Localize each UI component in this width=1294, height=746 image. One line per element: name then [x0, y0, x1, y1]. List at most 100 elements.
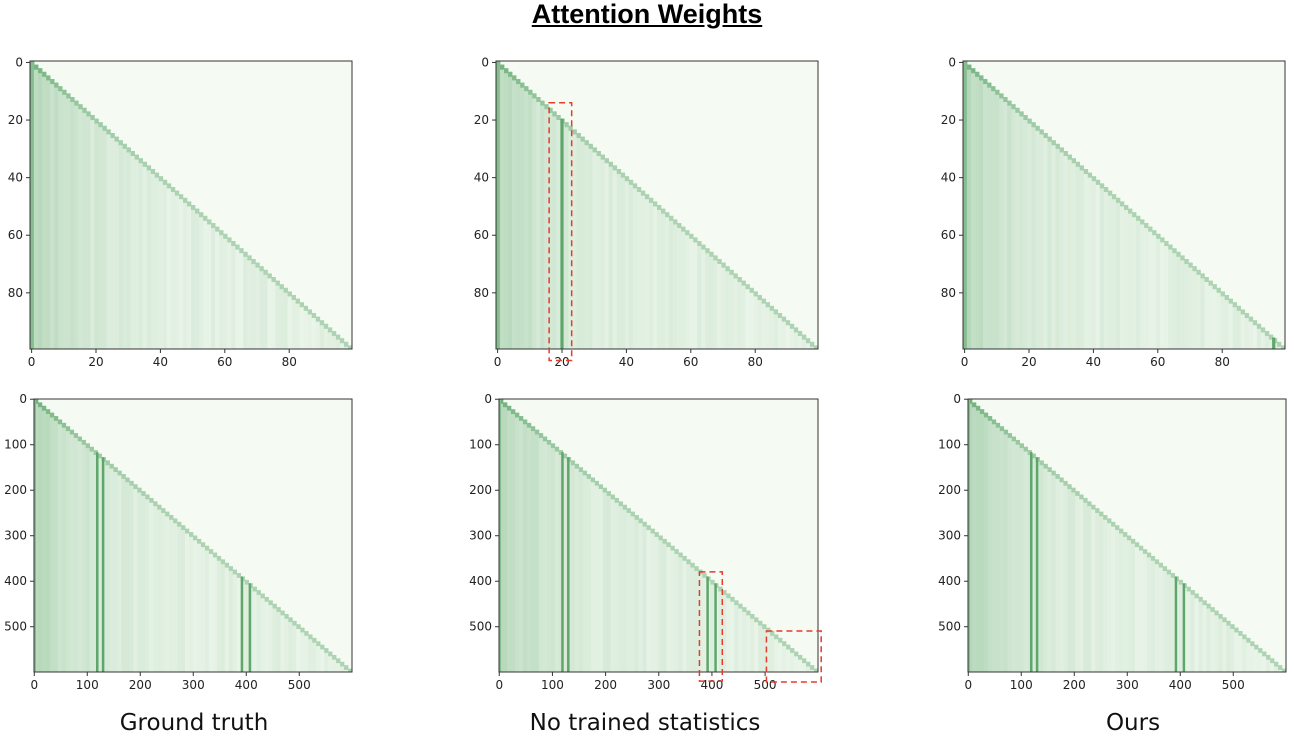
- heatmap-cell: [90, 115, 95, 349]
- figure-title: Attention Weights: [531, 0, 763, 29]
- heatmap-cell: [1196, 269, 1201, 349]
- heatmap-diagonal-cell: [1031, 122, 1036, 128]
- heatmap-diagonal-cell: [793, 327, 799, 333]
- heatmap-cell: [616, 169, 622, 349]
- heatmap-cell: [713, 255, 718, 349]
- heatmap-diagonal-cell: [339, 338, 345, 344]
- heatmap-diagonal-cell: [765, 302, 770, 308]
- heatmap-diagonal-cell: [971, 402, 977, 408]
- heatmap-diagonal-cell: [1246, 637, 1251, 643]
- y-tick-label: 400: [469, 574, 492, 588]
- heatmap-diagonal-cell: [1170, 573, 1175, 578]
- heatmap-cell: [268, 600, 273, 672]
- heatmap-diagonal-cell: [211, 223, 216, 229]
- y-tick-label: 0: [481, 55, 489, 69]
- x-tick-label: 0: [495, 678, 503, 692]
- heatmap-cell: [109, 463, 114, 672]
- heatmap-cell: [1123, 532, 1128, 672]
- heatmap-diagonal-cell: [596, 151, 601, 157]
- heatmap-cell: [640, 190, 646, 349]
- x-tick-label: 0: [28, 355, 36, 369]
- heatmap-diagonal-cell: [634, 515, 639, 520]
- heatmap-cell: [228, 566, 234, 672]
- heatmap-cell: [502, 402, 508, 672]
- y-tick-label: 0: [948, 55, 956, 69]
- heatmap-cell: [1180, 255, 1185, 349]
- heatmap-cell: [967, 64, 972, 349]
- heatmap-diagonal-cell: [276, 607, 281, 612]
- heatmap-diagonal-cell: [1154, 559, 1160, 565]
- heatmap-diagonal-cell: [502, 402, 508, 408]
- heatmap-cell: [721, 262, 726, 349]
- heatmap-diagonal-cell: [295, 298, 300, 304]
- heatmap-diagonal-cell: [53, 416, 59, 421]
- heatmap-diagonal-cell: [41, 405, 47, 411]
- heatmap-diagonal-cell: [61, 422, 67, 428]
- heatmap-cell: [1039, 129, 1044, 349]
- caption-ground-truth: Ground truth: [119, 710, 269, 736]
- heatmap-diagonal-cell: [785, 320, 791, 326]
- heatmap-diagonal-cell: [260, 593, 265, 599]
- heatmap-cell: [1158, 562, 1164, 672]
- heatmap-cell: [568, 125, 573, 349]
- heatmap-diagonal-cell: [1103, 515, 1108, 520]
- heatmap-diagonal-cell: [730, 596, 735, 602]
- heatmap-cell: [500, 64, 505, 349]
- heatmap-diagonal-cell: [303, 305, 309, 311]
- heatmap-first-column: [30, 61, 34, 349]
- heatmap-cell: [204, 545, 210, 672]
- heatmap-diagonal-cell: [526, 422, 532, 428]
- heatmap-diagonal-cell: [520, 82, 525, 88]
- heatmap-cell: [678, 552, 683, 672]
- heatmap-diagonal-cell: [686, 559, 691, 565]
- heatmap-cell: [1107, 518, 1112, 672]
- heatmap-diagonal-cell: [550, 443, 556, 449]
- heatmap-cell: [550, 443, 556, 672]
- heatmap-diagonal-cell: [1127, 535, 1132, 541]
- heatmap-diagonal-cell: [141, 491, 146, 496]
- heatmap-diagonal-cell: [1276, 341, 1282, 347]
- heatmap-cell: [328, 651, 333, 672]
- x-tick-label: 100: [1010, 678, 1033, 692]
- heatmap-cell: [1099, 511, 1104, 672]
- heatmap-diagonal-cell: [1087, 172, 1093, 178]
- y-tick-label: 80: [8, 286, 23, 300]
- x-tick-label: 300: [647, 678, 670, 692]
- heatmap-cell: [232, 569, 238, 672]
- heatmap-diagonal-cell: [49, 412, 55, 418]
- heatmap-cell: [1252, 320, 1258, 349]
- heatmap-cell: [1256, 323, 1262, 349]
- heatmap-cell: [211, 223, 216, 349]
- heatmap-diagonal-cell: [174, 190, 180, 196]
- heatmap-cell: [1115, 197, 1121, 349]
- heatmap-first-column: [496, 61, 500, 349]
- heatmap-cell: [1144, 223, 1149, 349]
- heatmap-cell: [1210, 607, 1215, 672]
- heatmap-cell: [98, 122, 103, 349]
- heatmap-diagonal-cell: [742, 607, 747, 612]
- heatmap-diagonal-cell: [204, 545, 210, 551]
- heatmap-cell: [658, 535, 663, 672]
- heatmap-cell: [590, 477, 595, 672]
- heatmap-cell: [530, 426, 536, 672]
- heatmap-diagonal-cell: [327, 327, 333, 333]
- heatmap-cell: [1148, 226, 1153, 349]
- heatmap-cell: [995, 89, 1000, 349]
- heatmap-cell: [263, 269, 268, 349]
- heatmap-cell: [624, 176, 630, 349]
- heatmap-cell: [81, 439, 86, 672]
- heatmap-cell: [753, 291, 758, 349]
- heatmap-diagonal-cell: [62, 89, 67, 95]
- heatmap-cell: [1031, 122, 1036, 349]
- heatmap-cell: [638, 518, 643, 672]
- heatmap-cell: [110, 133, 115, 349]
- heatmap-panel-top-ours: 0 20 40 60 80 0 20 40 60 80: [941, 55, 1286, 369]
- y-tick-label: 60: [8, 228, 23, 242]
- heatmap-cell: [1079, 494, 1084, 672]
- heatmap-cell: [705, 248, 710, 349]
- heatmap-cell: [126, 147, 131, 349]
- heatmap-cell: [971, 402, 977, 672]
- y-tick-label: 200: [938, 483, 961, 497]
- heatmap-diagonal-cell: [1075, 161, 1081, 167]
- y-tick-label: 300: [469, 529, 492, 543]
